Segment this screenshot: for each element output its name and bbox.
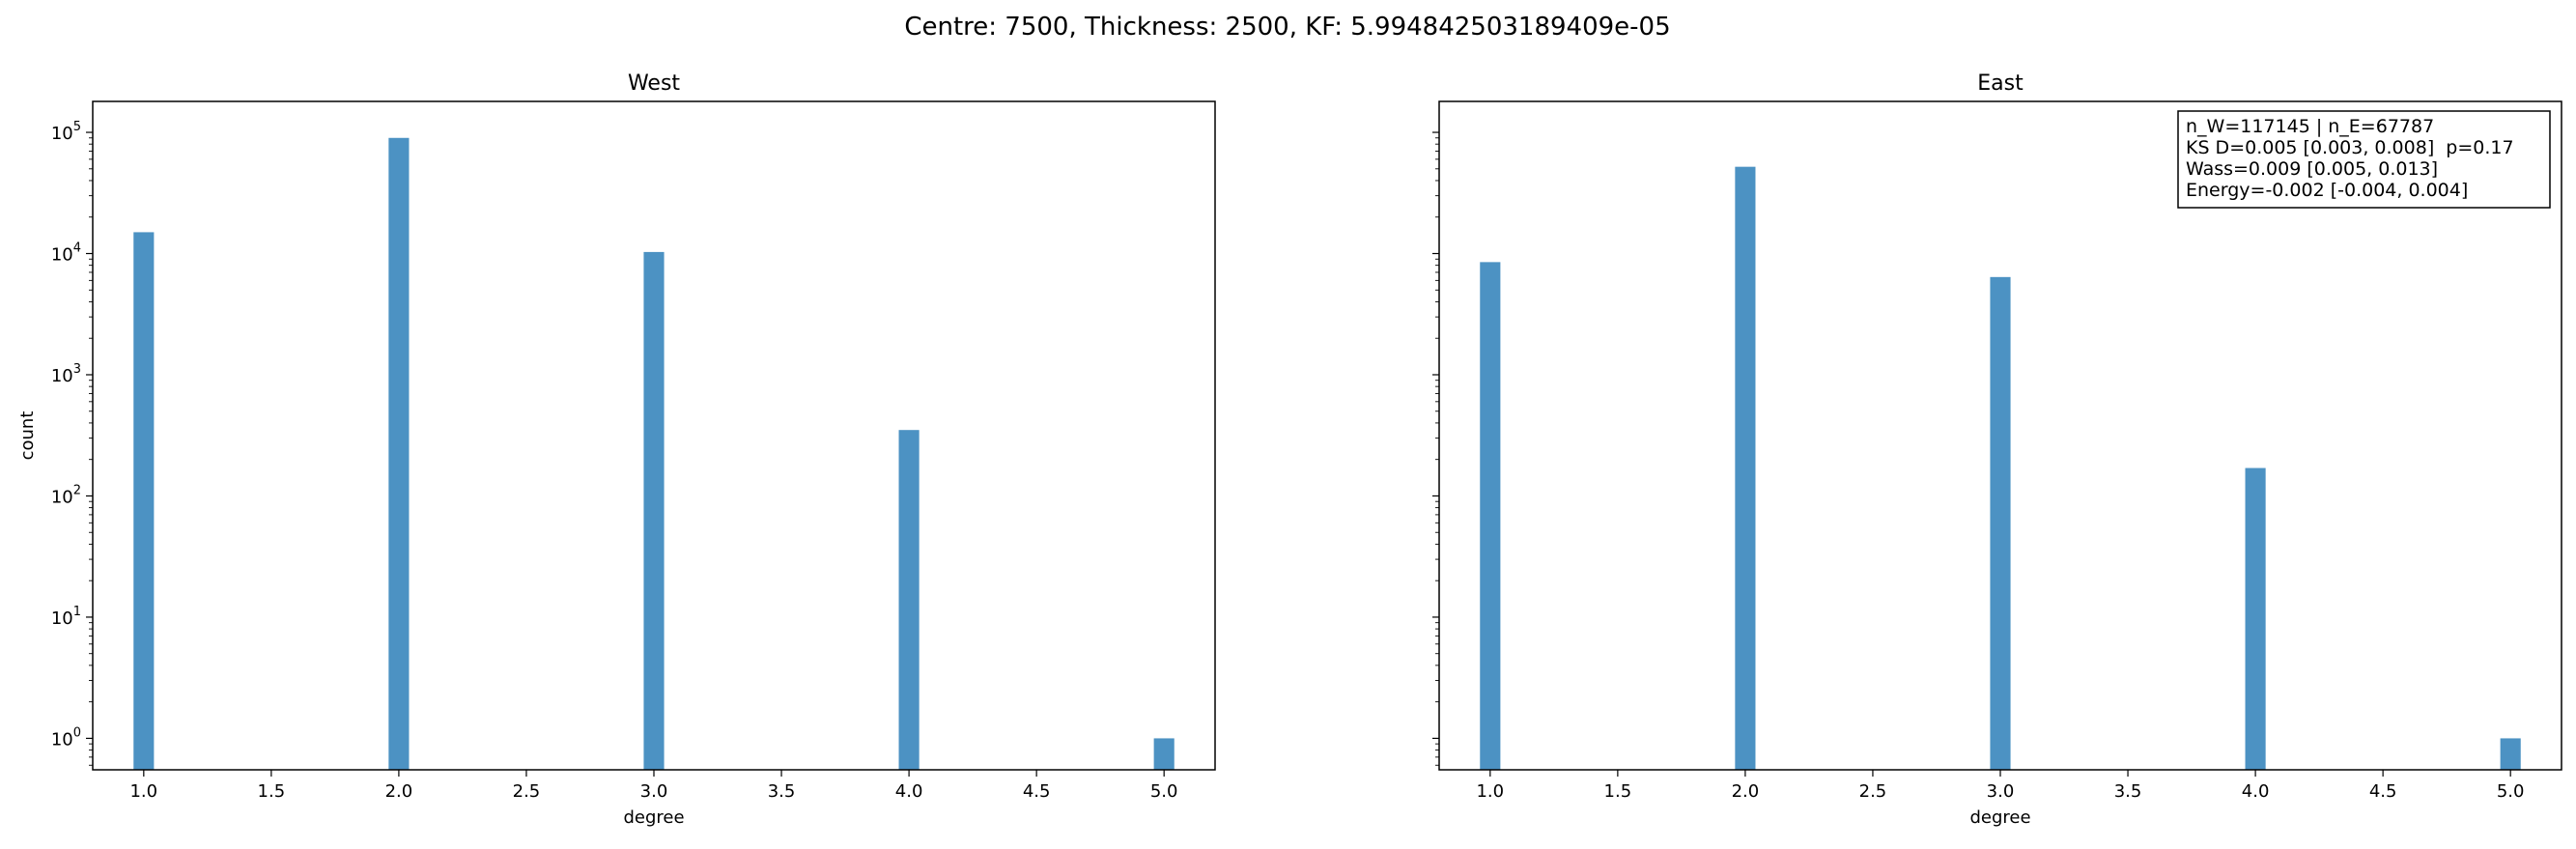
panel-2-stats-line: Wass=0.009 [0.005, 0.013]: [2186, 158, 2438, 180]
panel-1-x-tick-label: 5.0: [1150, 781, 1178, 802]
panel-2-bar: [2500, 738, 2521, 770]
panel-2-x-tick-label: 3.5: [2114, 781, 2142, 802]
panel-1-x-tick-label: 1.0: [129, 781, 157, 802]
panel-2-x-tick-label: 2.5: [1859, 781, 1887, 802]
panel-2-x-tick-label: 4.0: [2242, 781, 2270, 802]
panel-1-bar: [898, 430, 920, 770]
panel-2-title: East: [1977, 71, 2024, 96]
panel-1-x-tick-label: 3.0: [640, 781, 668, 802]
panel-1-x-tick-label: 4.5: [1023, 781, 1051, 802]
panel-2-stats-line: n_W=117145 | n_E=67787: [2186, 116, 2434, 137]
panel-1-x-tick-label: 2.5: [513, 781, 541, 802]
panel-1-bar: [133, 232, 155, 771]
panel-1-title: West: [628, 71, 680, 96]
panel-2-x-tick-label: 1.0: [1476, 781, 1504, 802]
panel-1-x-tick-label: 2.0: [385, 781, 413, 802]
panel-1-x-tick-label: 1.5: [258, 781, 286, 802]
panel-2-x-tick-label: 1.5: [1604, 781, 1632, 802]
panel-2-stats-line: KS D=0.005 [0.003, 0.008] p=0.17: [2186, 137, 2514, 158]
panel-1-x-tick-label: 4.0: [895, 781, 923, 802]
panel-1-y-tick-label: 103: [51, 362, 81, 386]
panel-1-bar: [643, 251, 665, 770]
panel-2-bar: [1990, 276, 2011, 770]
panel-2-stats-line: Energy=-0.002 [-0.004, 0.004]: [2186, 180, 2468, 201]
panel-1-x-tick-label: 3.5: [768, 781, 796, 802]
figure-suptitle: Centre: 7500, Thickness: 2500, KF: 5.994…: [904, 13, 1670, 42]
panel-2-bar: [1735, 166, 1756, 770]
panel-1-y-tick-label: 100: [51, 725, 81, 750]
panel-1-bar: [1153, 738, 1175, 770]
panel-1-y-axis-label: count: [17, 411, 38, 461]
panel-1-x-axis-label: degree: [623, 807, 684, 828]
panel-1-y-tick-label: 104: [51, 241, 81, 266]
panel-1-bar: [388, 137, 410, 770]
panel-1-y-tick-label: 105: [51, 120, 81, 144]
panel-1-y-tick-label: 102: [51, 483, 81, 507]
panel-2-x-tick-label: 5.0: [2497, 781, 2525, 802]
panel-2-bar: [2245, 467, 2266, 770]
panel-2-x-axis-label: degree: [1969, 807, 2030, 828]
panel-1-y-tick-label: 101: [51, 605, 81, 629]
panel-2-x-tick-label: 3.0: [1987, 781, 2015, 802]
panel-2-x-tick-label: 4.5: [2369, 781, 2397, 802]
panel-2-x-tick-label: 2.0: [1732, 781, 1760, 802]
panel-2-stats-box: [2177, 110, 2551, 209]
panel-2-bar: [1480, 262, 1501, 770]
